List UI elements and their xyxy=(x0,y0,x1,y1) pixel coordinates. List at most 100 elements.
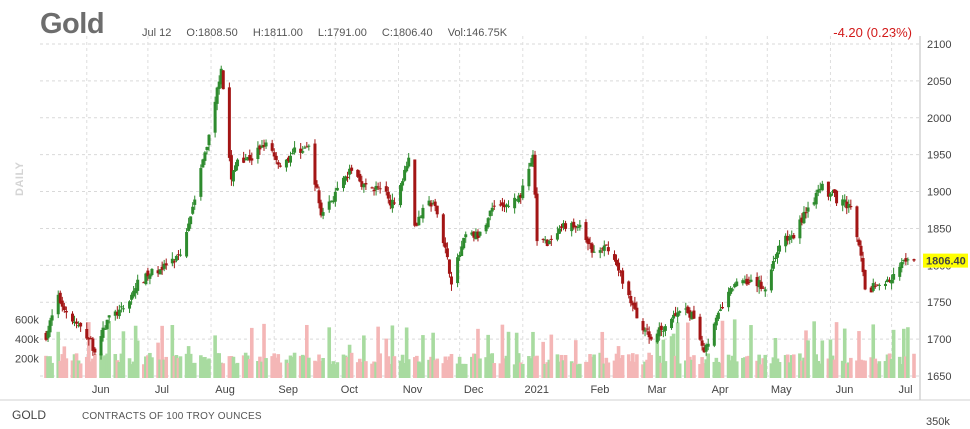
candle-body xyxy=(545,239,549,246)
volume-bar xyxy=(74,353,79,378)
price-tick-label: 1750 xyxy=(927,297,951,309)
candle-body xyxy=(875,284,879,286)
volume-bar xyxy=(584,361,588,378)
candle-body xyxy=(635,307,639,319)
volume-bar xyxy=(107,321,111,378)
volume-bar xyxy=(502,358,507,378)
volume-bar xyxy=(398,360,403,378)
candle-body xyxy=(517,195,521,203)
footer-units: CONTRACTS OF 100 TROY OUNCES xyxy=(82,411,262,422)
candle-body xyxy=(521,185,525,199)
volume-bar xyxy=(912,353,916,378)
candle-body xyxy=(313,143,317,185)
volume-bar xyxy=(445,359,450,378)
candle-body xyxy=(855,206,859,238)
candle-body xyxy=(712,323,716,346)
candle-body xyxy=(560,226,564,228)
volume-bar xyxy=(415,355,419,378)
candle-body xyxy=(207,134,211,146)
volume-bar xyxy=(516,353,521,378)
candle-body xyxy=(401,181,405,186)
candle-body xyxy=(189,216,193,225)
volume-bar xyxy=(820,340,825,378)
volume-bar xyxy=(498,363,503,378)
last-price-badge xyxy=(923,253,968,268)
candle-body xyxy=(835,190,839,204)
candle-body xyxy=(229,155,233,180)
volume-bar xyxy=(99,353,103,378)
candle-body xyxy=(802,211,806,224)
candle-body xyxy=(388,199,392,206)
candle-body xyxy=(335,187,339,191)
volume-bar xyxy=(604,357,609,378)
candle-body xyxy=(370,187,374,189)
volume-bar xyxy=(726,354,731,378)
candle-body xyxy=(576,227,580,229)
volume-bar xyxy=(889,358,894,378)
volume-bar xyxy=(455,363,460,378)
candle-body xyxy=(800,217,804,223)
candle-body xyxy=(592,251,596,253)
volume-bar xyxy=(117,362,122,378)
volume-bar xyxy=(62,346,67,378)
candle-body xyxy=(64,310,68,313)
candle-body xyxy=(877,284,881,286)
candle-body xyxy=(262,145,266,147)
volume-bar xyxy=(249,327,254,378)
candle-body xyxy=(419,216,423,218)
volume-bar xyxy=(441,363,446,378)
candle-body xyxy=(217,81,221,89)
volume-bar xyxy=(529,358,533,378)
candle-body xyxy=(344,176,348,181)
volume-bar xyxy=(44,355,48,378)
candle-body xyxy=(602,245,606,251)
candle-body xyxy=(458,255,462,258)
grid-lines xyxy=(0,36,970,401)
candle-body xyxy=(244,159,248,161)
candle-body xyxy=(617,262,621,271)
candle-body xyxy=(690,311,694,320)
volume-bar xyxy=(229,356,234,378)
volume-bar xyxy=(347,344,352,378)
volume-bar xyxy=(531,331,535,378)
volume-bar xyxy=(598,352,603,378)
last-price-label: 1806.40 xyxy=(926,256,966,268)
volume-bar xyxy=(806,340,810,378)
date-tick-label: Apr xyxy=(712,384,729,396)
volume-bar xyxy=(506,331,511,378)
candle-body xyxy=(702,347,706,353)
candle-body xyxy=(804,212,808,214)
volume-bar xyxy=(162,359,166,378)
candle-body xyxy=(170,258,174,264)
candle-body xyxy=(215,87,219,104)
candle-body xyxy=(472,231,476,238)
candle-body xyxy=(647,331,651,338)
candle-body xyxy=(502,204,506,208)
candle-body xyxy=(289,155,293,163)
volume-bar xyxy=(543,363,548,378)
volume-bar xyxy=(592,354,596,378)
volume-bar xyxy=(846,362,851,378)
candle-body xyxy=(547,240,551,245)
volume-bar xyxy=(761,358,766,378)
volume-bar xyxy=(816,360,821,378)
candle-body xyxy=(745,278,749,285)
candle-body xyxy=(415,223,419,226)
volume-bar xyxy=(490,353,495,378)
volume-bar xyxy=(606,362,611,378)
candle-body xyxy=(148,275,152,279)
volume-bar xyxy=(741,357,745,378)
candle-body xyxy=(729,288,733,294)
candle-body xyxy=(407,157,411,167)
volume-bar xyxy=(160,325,164,378)
volume-bar xyxy=(146,355,150,378)
candle-body xyxy=(849,206,853,208)
candle-body xyxy=(256,147,260,160)
volume-bar xyxy=(50,362,54,378)
candle-body xyxy=(264,142,268,147)
volume-bar xyxy=(221,363,226,378)
price-tick-label: 2100 xyxy=(927,39,951,51)
volume-bar xyxy=(798,353,802,378)
candle-body xyxy=(433,201,437,207)
